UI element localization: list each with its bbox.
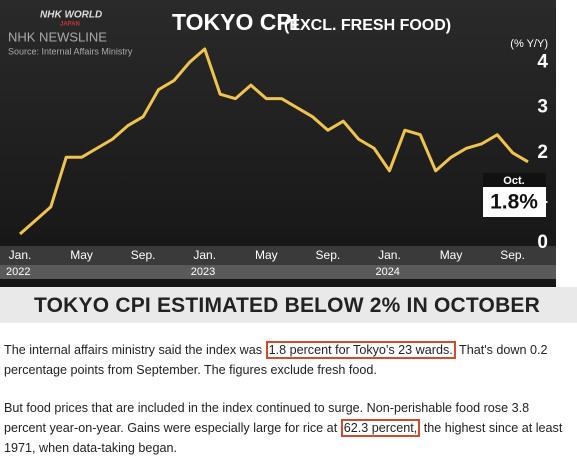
- text: But food prices that are included in the…: [4, 401, 530, 435]
- logo: NHK WORLD: [40, 10, 102, 21]
- source: Source: Internal Affairs Ministry: [8, 46, 133, 56]
- highlight: 1.8 percent for Tokyo's 23 wards.: [265, 341, 456, 359]
- line: [19, 47, 529, 236]
- text: the highest since at least 1971, when da…: [4, 421, 563, 455]
- paragraph: The internal affairs ministry said the i…: [4, 340, 574, 380]
- annotation: Oct.: [503, 175, 524, 187]
- x-tick-label: Jan.: [193, 248, 216, 262]
- x-tick-label: Jan.: [9, 248, 32, 262]
- y-tick-label: 2: [537, 142, 548, 163]
- year-label: 2024: [375, 266, 399, 278]
- x-tick-label: May: [255, 248, 278, 262]
- program: NHK NEWSLINE: [8, 29, 107, 44]
- annotation-head: [483, 173, 546, 187]
- year-strip: [0, 265, 556, 279]
- highlight: 62.3 percent,: [340, 419, 421, 437]
- logo-sub: JAPAN: [60, 22, 80, 28]
- month-strip: [0, 246, 556, 265]
- year-label: 2023: [191, 266, 215, 278]
- y-tick-label: 4: [537, 52, 548, 73]
- text: That's down 0.2 percentage points from S…: [4, 343, 548, 377]
- article: The internal affairs ministry said the i…: [4, 340, 574, 476]
- x-tick-label: Sep.: [316, 248, 341, 262]
- text: The internal affairs ministry said the i…: [4, 343, 266, 357]
- chart-background: [0, 0, 556, 287]
- y-axis-label: (% Y/Y): [510, 38, 548, 50]
- x-tick-label: Sep.: [131, 248, 156, 262]
- headline: TOKYO CPI ESTIMATED BELOW 2% IN OCTOBER: [34, 294, 541, 317]
- y-tick-label: 3: [537, 97, 548, 118]
- x-tick-label: Jan.: [378, 248, 401, 262]
- year-label: 2022: [6, 266, 30, 278]
- chart-subtitle: (EXCL. FRESH FOOD): [284, 17, 451, 34]
- x-tick-label: May: [70, 248, 93, 262]
- paragraph: But food prices that are included in the…: [4, 398, 574, 458]
- chart-title: TOKYO CPI: [172, 9, 298, 35]
- value-label: 1.8%: [490, 191, 538, 214]
- y-tick-label: 1: [537, 187, 548, 208]
- y-tick-label: 0: [537, 232, 548, 253]
- headline-banner: TOKYO CPI ESTIMATED BELOW 2% IN OCTOBER: [0, 287, 577, 323]
- x-tick-label: Sep.: [500, 248, 525, 262]
- x-tick-label: May: [440, 248, 463, 262]
- chart: NHK WORLD JAPAN NHK NEWSLINE Source: Int…: [0, 0, 556, 287]
